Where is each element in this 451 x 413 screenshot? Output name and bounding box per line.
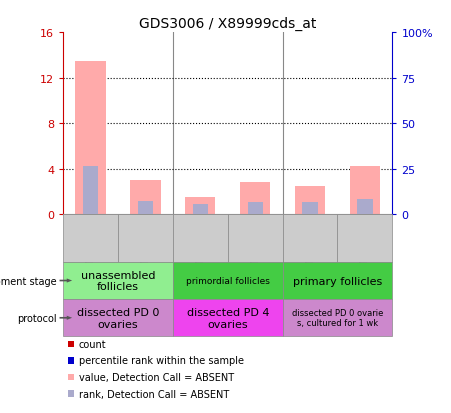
Bar	[130, 181, 161, 215]
Text: development stage: development stage	[0, 276, 56, 286]
Text: value, Detection Call = ABSENT: value, Detection Call = ABSENT	[79, 372, 234, 382]
Bar	[302, 202, 318, 215]
Text: dissected PD 4
ovaries: dissected PD 4 ovaries	[187, 307, 269, 329]
Text: primary follicles: primary follicles	[293, 276, 382, 286]
Bar	[193, 204, 208, 215]
Text: rank, Detection Call = ABSENT: rank, Detection Call = ABSENT	[79, 389, 229, 399]
Bar	[295, 186, 325, 215]
Bar	[240, 183, 270, 215]
Text: percentile rank within the sample: percentile rank within the sample	[79, 356, 244, 366]
Text: dissected PD 0 ovarie
s, cultured for 1 wk: dissected PD 0 ovarie s, cultured for 1 …	[292, 309, 383, 328]
Title: GDS3006 / X89999cds_at: GDS3006 / X89999cds_at	[139, 17, 317, 31]
Bar	[83, 167, 98, 215]
Bar	[248, 202, 263, 215]
Text: primordial follicles: primordial follicles	[186, 276, 270, 285]
Bar	[138, 201, 153, 215]
Text: dissected PD 0
ovaries: dissected PD 0 ovaries	[77, 307, 159, 329]
Bar	[185, 198, 216, 215]
Text: count: count	[79, 339, 106, 349]
Bar	[75, 62, 106, 215]
Bar	[350, 167, 380, 215]
Text: unassembled
follicles: unassembled follicles	[81, 270, 155, 292]
Text: protocol: protocol	[17, 313, 56, 323]
Bar	[357, 200, 373, 215]
